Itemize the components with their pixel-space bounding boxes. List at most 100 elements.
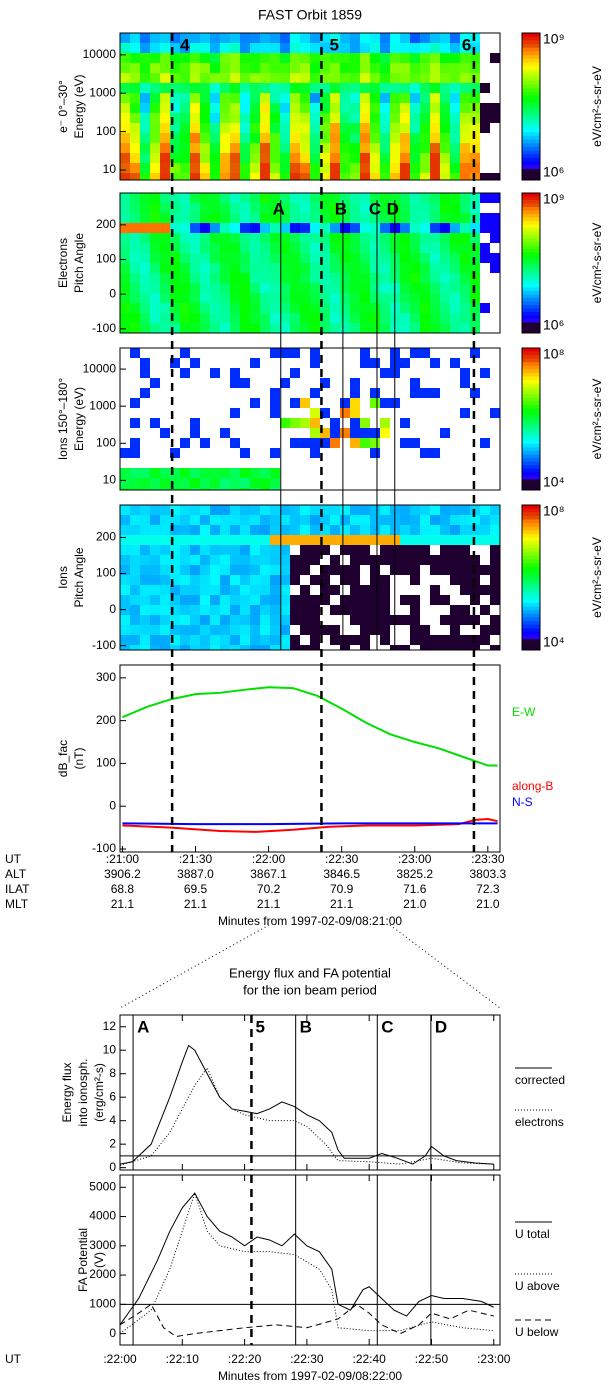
x-tick-label: :23:00 [398, 852, 432, 866]
spectrogram-cell [380, 83, 390, 93]
spectrogram-cell [160, 83, 170, 93]
spectrogram-cell [330, 113, 340, 123]
colorbar-cell [522, 124, 540, 130]
colorbar-cell [522, 238, 540, 243]
spectrogram-cell [160, 303, 170, 313]
spectrogram-cell [440, 203, 450, 213]
spectrogram-cell [150, 575, 160, 585]
spectrogram-cell [470, 163, 480, 173]
spectrogram-cell [270, 645, 280, 650]
colorbar-cell [522, 397, 540, 402]
spectrogram-cell [280, 635, 290, 645]
spectrogram-cell [190, 203, 200, 213]
spectrogram-cell [320, 133, 330, 143]
spectrogram-cell [190, 303, 200, 313]
spectrogram-cell [250, 645, 260, 650]
spectrogram-cell [240, 223, 250, 233]
spectrogram-cell [180, 605, 190, 615]
spectrogram-cell [240, 33, 250, 43]
spectrogram-cell [430, 113, 440, 123]
spectrogram-cell [350, 605, 360, 615]
spectrogram-cell [230, 223, 240, 233]
spectrogram-cell [250, 213, 260, 223]
spectrogram-cell [430, 535, 440, 545]
spectrogram-cell [120, 468, 130, 478]
spectrogram-cell [340, 93, 350, 103]
colorbar-cell [522, 308, 540, 313]
y-tick-label: 1000 [89, 85, 116, 99]
y-axis-label: into ionosph. [76, 1058, 90, 1126]
colorbar-cell [522, 566, 540, 571]
spectrogram-cell [230, 575, 240, 585]
colorbar-cell [522, 552, 540, 557]
spectrogram-cell [210, 233, 220, 243]
spectrogram-cell [430, 253, 440, 263]
spectrogram-cell [480, 585, 490, 595]
spectrogram-cell [330, 303, 340, 313]
spectrogram-cell [170, 478, 180, 488]
colorbar-cell [522, 628, 540, 633]
spectrogram-cell [370, 123, 380, 133]
spectrogram-cell [140, 313, 150, 323]
spectrogram-cell [200, 83, 210, 93]
spectrogram-cell [120, 263, 130, 273]
spectrogram-cell [150, 313, 160, 323]
spectrogram-cell [200, 113, 210, 123]
spectrogram-cell [400, 123, 410, 133]
spectrogram-cell [280, 83, 290, 93]
spectrogram-cell [290, 565, 300, 575]
spectrogram-cell [280, 243, 290, 253]
spectrogram-cell [450, 358, 460, 368]
spectrogram-cell [420, 63, 430, 73]
spectrogram-cell [450, 43, 460, 53]
spectrogram-cell [260, 193, 270, 203]
spectrogram-cell [310, 193, 320, 203]
spectrogram-cell [490, 535, 500, 545]
spectrogram-cell [260, 83, 270, 93]
spectrogram-cell [350, 203, 360, 213]
spectrogram-cell [140, 565, 150, 575]
spectrogram-cell [330, 203, 340, 213]
spectrogram-cell [120, 43, 130, 53]
spectrogram-cell [460, 615, 470, 625]
spectrogram-cell [120, 645, 130, 650]
spectrogram-cell [450, 545, 460, 555]
spectrogram-cell [420, 273, 430, 283]
spectrogram-cell [390, 113, 400, 123]
spectrogram-cell [450, 53, 460, 63]
spectrogram-cell [130, 535, 140, 545]
spectrogram-cell [490, 103, 500, 113]
spectrogram-cell [360, 43, 370, 53]
spectrogram-cell [370, 605, 380, 615]
spectrogram-cell [180, 645, 190, 650]
spectrogram-cell [460, 43, 470, 53]
spectrogram-cell [190, 223, 200, 233]
spectrogram-cell [490, 505, 500, 515]
spectrogram-cell [270, 283, 280, 293]
spectrogram-cell [250, 253, 260, 263]
spectrogram-cell [370, 233, 380, 243]
spectrogram-cell [290, 368, 300, 378]
spectrogram-cell [420, 313, 430, 323]
spectrogram-cell [210, 468, 220, 478]
spectrogram-cell [360, 615, 370, 625]
spectrogram-cell [310, 113, 320, 123]
spectrogram-cell [320, 293, 330, 303]
y-axis-label: Pitch Angle [72, 547, 86, 607]
spectrogram-cell [190, 515, 200, 525]
colorbar-cell [522, 411, 540, 416]
data-line [119, 1303, 494, 1338]
spectrogram-cell [430, 358, 440, 368]
spectrogram-cell [240, 293, 250, 303]
spectrogram-cell [210, 153, 220, 163]
y-axis-label: (erg/cm²-s) [92, 1063, 106, 1122]
colorbar-cell [522, 221, 540, 225]
colorbar-cell [522, 348, 540, 353]
colorbar-cell [522, 465, 540, 470]
spectrogram-cell [260, 605, 270, 615]
y-axis-label: Energy (eV) [72, 387, 86, 451]
spectrogram-cell [460, 203, 470, 213]
spectrogram-cell [440, 273, 450, 283]
spectrogram-cell [290, 153, 300, 163]
spectrogram-cell [410, 233, 420, 243]
